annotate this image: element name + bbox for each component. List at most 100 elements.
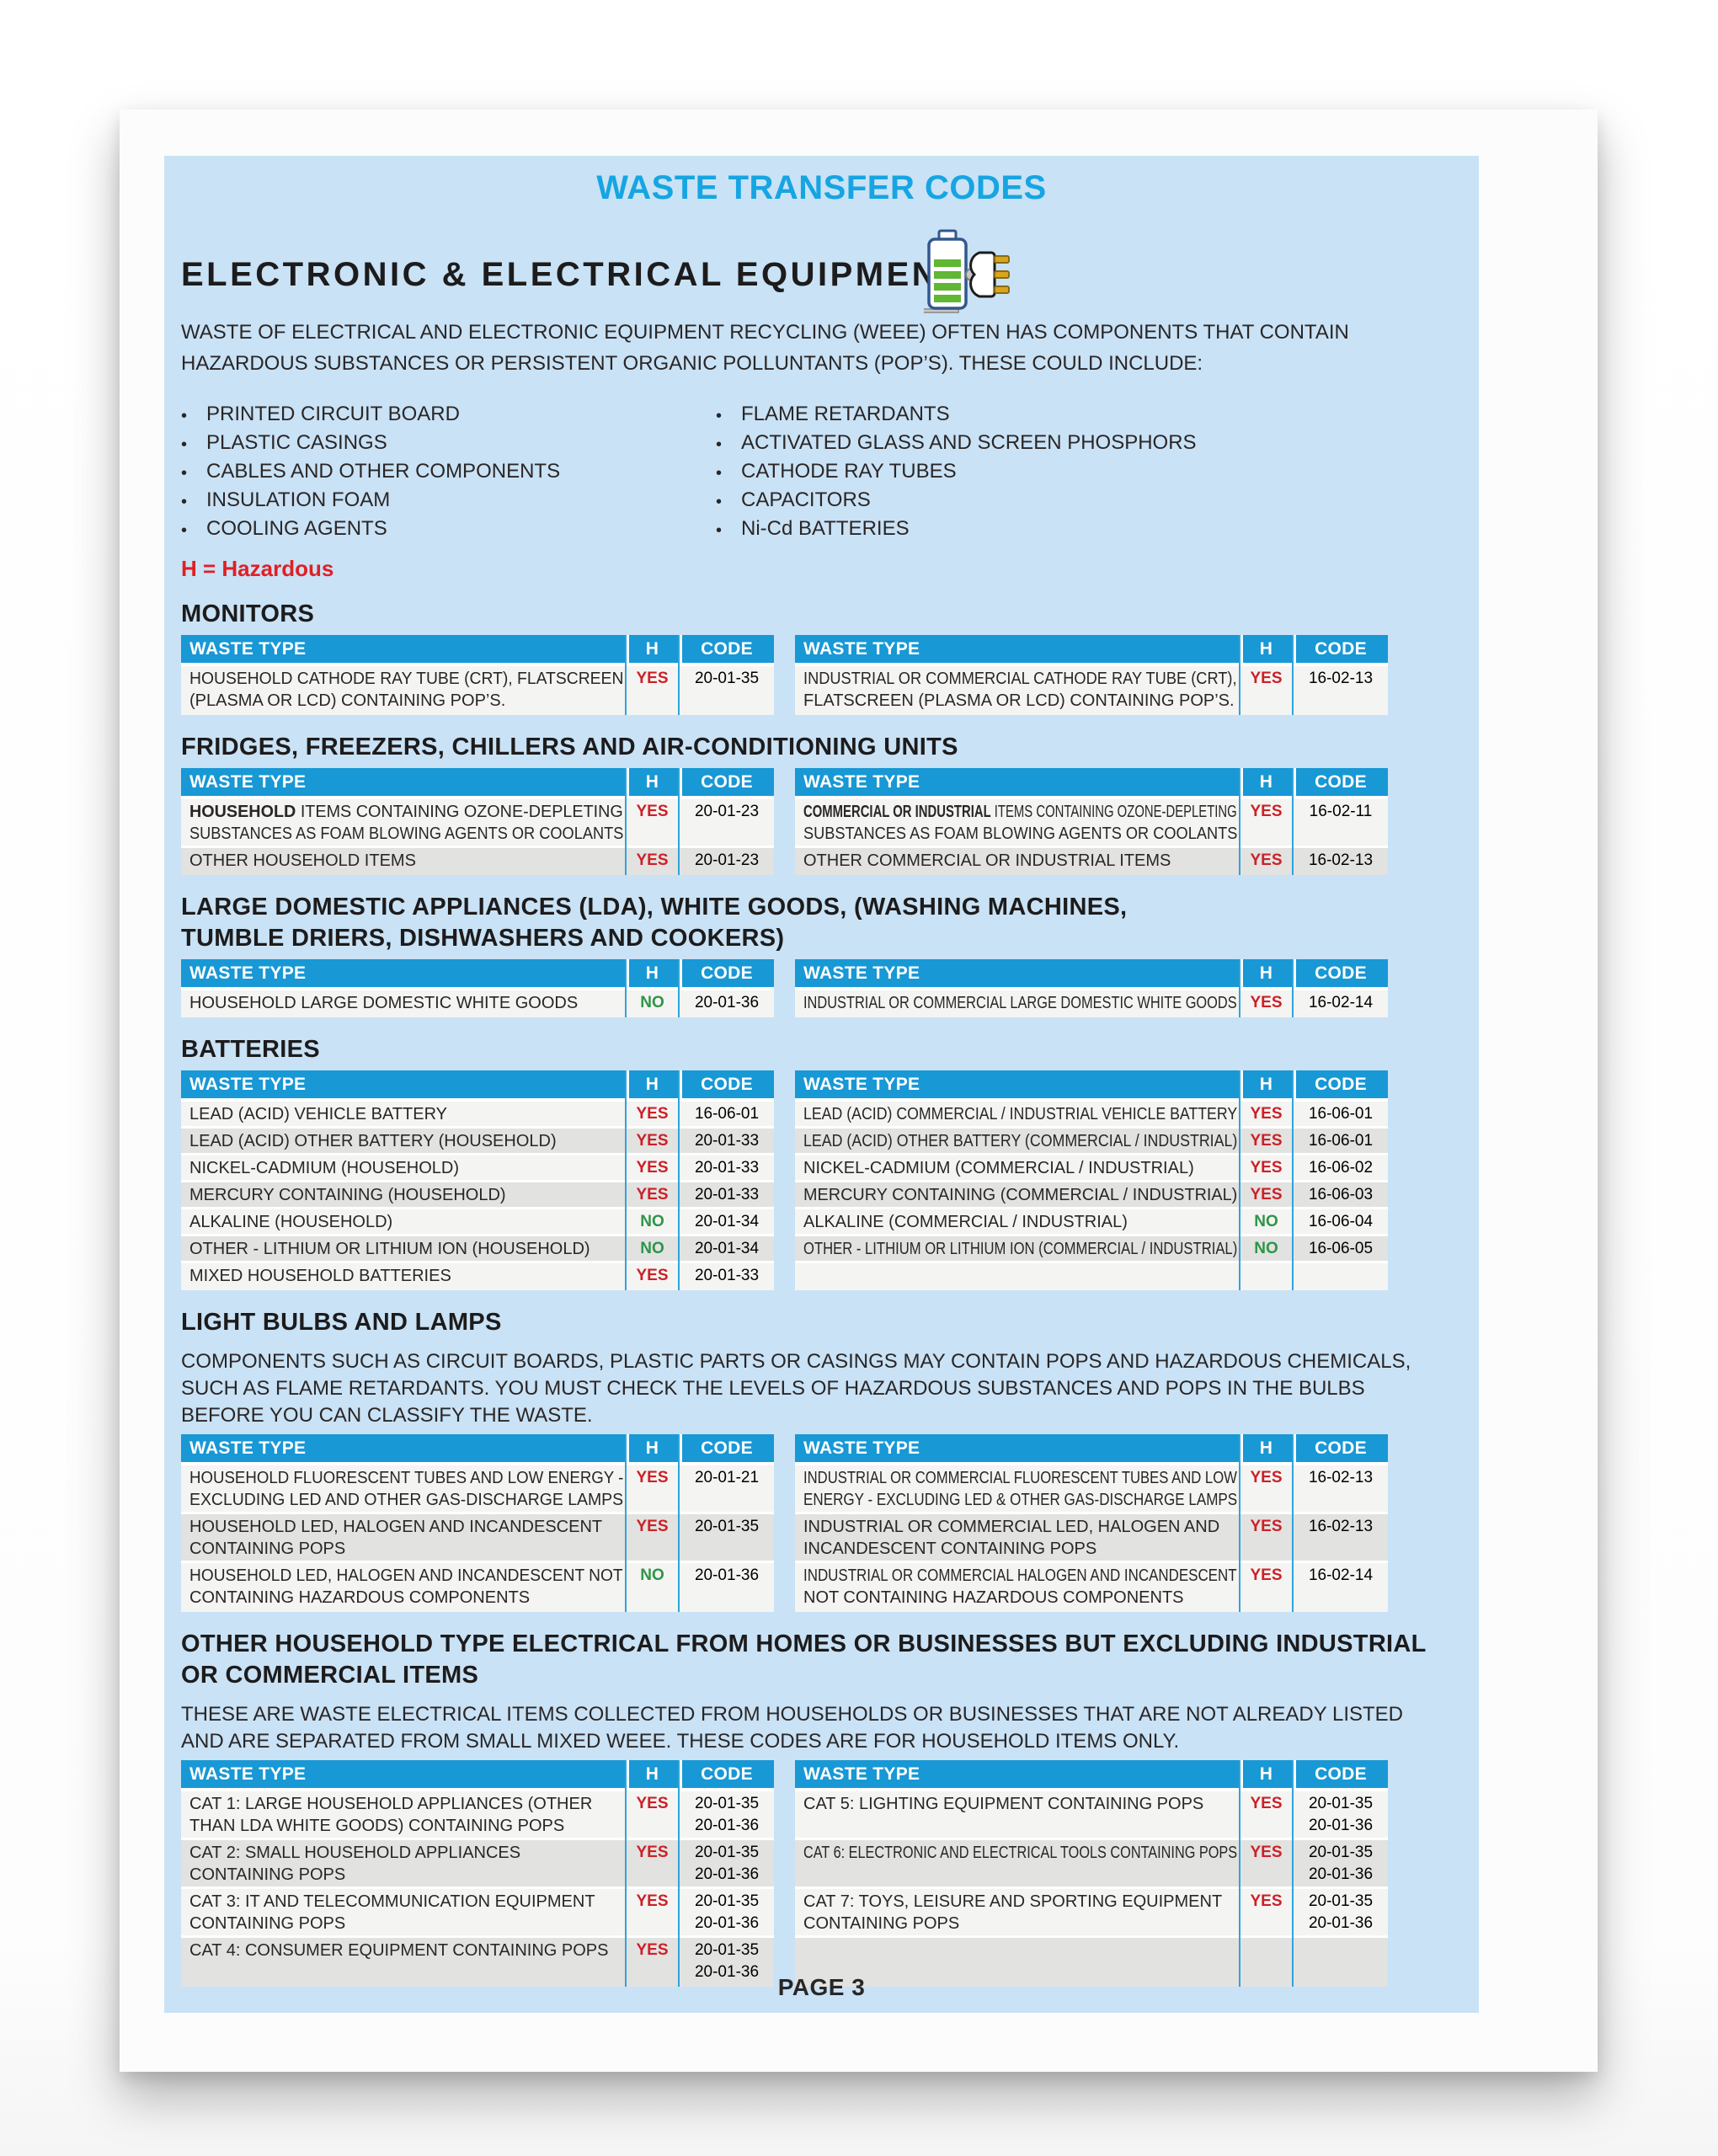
code-column: CODE 20-01-35 20-01-36 20-01-35 20-01-36 20-0…: [678, 1760, 774, 1987]
code-cell: 20-01-35 20-01-36: [1294, 1791, 1388, 1840]
list-item: • COOLING AGENTS: [181, 515, 716, 544]
header-gap: [680, 987, 774, 990]
list-item: • PRINTED CIRCUIT BOARD: [181, 401, 716, 430]
hazard-cell: YES: [627, 666, 678, 715]
waste-type-column: WASTE TYPE CAT 1: LARGE HOUSEHOLD APPLIAN…: [181, 1760, 625, 1987]
column-header-code: CODE: [1294, 1070, 1388, 1098]
code-value: 20-01-36: [694, 994, 760, 1011]
hazard-value: YES: [636, 1159, 669, 1177]
code-value: 20-01-33: [694, 1267, 760, 1284]
header-gap: [627, 1462, 678, 1465]
hazard-column: H YES YES YES: [1239, 1434, 1292, 1612]
code-value: 16-02-14: [1308, 994, 1374, 1011]
waste-type-cell: CAT 6: ELECTRONIC AND ELECTRICAL TOOLS C…: [795, 1840, 1239, 1889]
header-gap: [1294, 1788, 1388, 1791]
column-header-code: CODE: [680, 1070, 774, 1098]
waste-type-line: SUBSTANCES AS FOAM BLOWING AGENTS OR COO…: [189, 825, 624, 843]
heading-line: BATTERIES: [181, 1036, 320, 1063]
column-header-waste-type: WASTE TYPE: [181, 959, 625, 987]
component-bullets: • PRINTED CIRCUIT BOARD • PLASTIC CASINGS • C…: [181, 401, 1479, 544]
header-gap: [1240, 1788, 1292, 1791]
waste-type-line: CAT 2: SMALL HOUSEHOLD APPLIANCES: [189, 1844, 521, 1862]
waste-type-cell: OTHER - LITHIUM OR LITHIUM ION (COMMERCI…: [795, 1236, 1239, 1263]
hazard-value: NO: [640, 1213, 664, 1230]
code-value: 16-06-05: [1308, 1240, 1374, 1257]
bullet-label: CAPACITORS: [741, 488, 871, 511]
waste-type-cell: LEAD (ACID) VEHICLE BATTERY: [181, 1102, 625, 1129]
header-gap: [181, 1788, 625, 1791]
header-gap: [1294, 987, 1388, 990]
code-cell: 20-01-35 20-01-36: [680, 1791, 774, 1840]
list-item: • INSULATION FOAM: [181, 487, 716, 515]
hazard-value: YES: [636, 1941, 669, 1959]
section-heading-other-household: OTHER HOUSEHOLD TYPE ELECTRICAL FROM HOM…: [181, 1629, 1479, 1691]
hazard-value: YES: [1250, 1844, 1283, 1861]
hazard-cell: YES: [1240, 799, 1292, 848]
waste-type-column: WASTE TYPE LEAD (ACID) COMMERCIAL / INDUS…: [795, 1070, 1239, 1290]
waste-type-cell: CAT 5: LIGHTING EQUIPMENT CONTAINING POP…: [795, 1791, 1239, 1840]
code-value: 16-02-13: [1308, 851, 1374, 869]
list-item: • CABLES AND OTHER COMPONENTS: [181, 458, 716, 487]
waste-type-line: HOUSEHOLD LED, HALOGEN AND INCANDESCENT: [189, 1518, 603, 1536]
code-column: CODE 16-02-13 16-02-13 16-02-14: [1292, 1434, 1388, 1612]
code-cell: 20-01-35: [680, 666, 774, 715]
code-cell: 16-06-01: [1294, 1129, 1388, 1155]
code-value: 20-01-34: [694, 1240, 760, 1257]
hazard-value: NO: [640, 1240, 664, 1257]
waste-type-line: LEAD (ACID) OTHER BATTERY (COMMERCIAL / …: [803, 1132, 1238, 1150]
header-gap: [1294, 796, 1388, 799]
hazard-cell: YES: [1240, 1563, 1292, 1612]
waste-type-column: WASTE TYPE INDUSTRIAL OR COMMERCIAL CATHO…: [795, 635, 1239, 715]
waste-type-cell: HOUSEHOLD LARGE DOMESTIC WHITE GOODS: [181, 990, 625, 1017]
code-value: 16-02-13: [1308, 1518, 1374, 1535]
hazard-column: H YES YES YES: [1239, 1760, 1292, 1987]
code-value: 16-02-14: [1308, 1566, 1374, 1584]
column-header-code: CODE: [680, 1434, 774, 1462]
code-cell: 16-06-04: [1294, 1209, 1388, 1236]
section-heading-monitors: MONITORS: [181, 599, 1479, 630]
waste-type-line: CONTAINING HAZARDOUS COMPONENTS: [189, 1588, 531, 1607]
header-gap: [181, 987, 625, 990]
waste-type-line: OTHER - LITHIUM OR LITHIUM ION (COMMERCI…: [803, 1240, 1238, 1258]
household-table: WASTE TYPE HOUSEHOLD FLUORESCENT TUBES AN…: [181, 1434, 774, 1612]
hazard-cell: YES: [627, 1155, 678, 1182]
intro-paragraph: WASTE OF ELECTRICAL AND ELECTRONIC EQUIP…: [181, 317, 1479, 379]
code-value: 16-06-03: [1308, 1186, 1374, 1203]
code-value: 20-01-36: [1308, 1865, 1374, 1883]
waste-type-column: WASTE TYPE HOUSEHOLD CATHODE RAY TUBE (CR…: [181, 635, 625, 715]
code-cell: 20-01-34: [680, 1209, 774, 1236]
waste-type-cell: LEAD (ACID) OTHER BATTERY (HOUSEHOLD): [181, 1129, 625, 1155]
code-cell: 20-01-35 20-01-36: [1294, 1889, 1388, 1938]
waste-type-line: FLATSCREEN (PLASMA OR LCD) CONTAINING PO…: [803, 691, 1235, 710]
waste-type-cell: HOUSEHOLD ITEMS CONTAINING OZONE-DEPLETI…: [181, 799, 625, 848]
hazard-cell: YES: [627, 1182, 678, 1209]
intro-line: AND ARE SEPARATED FROM SMALL MIXED WEEE.…: [181, 1730, 1180, 1753]
hazard-value: YES: [636, 1892, 669, 1910]
code-value: 20-01-36: [1308, 1817, 1374, 1834]
waste-type-cell: INDUSTRIAL OR COMMERCIAL LED, HALOGEN AN…: [795, 1514, 1239, 1563]
hazard-value: NO: [640, 994, 664, 1011]
hazard-cell: YES: [1240, 990, 1292, 1017]
hazard-value: YES: [636, 1795, 669, 1812]
hazard-cell: YES: [627, 1129, 678, 1155]
bullet-icon: •: [716, 407, 723, 425]
code-value: 20-01-35: [694, 670, 760, 687]
hazard-cell: YES: [1240, 1129, 1292, 1155]
hazard-value: NO: [1254, 1240, 1278, 1257]
header-gap: [795, 663, 1239, 666]
code-cell: 16-06-02: [1294, 1155, 1388, 1182]
waste-type-cell: ALKALINE (COMMERCIAL / INDUSTRIAL): [795, 1209, 1239, 1236]
waste-type-line: HOUSEHOLD FLUORESCENT TUBES AND LOW ENER…: [189, 1469, 624, 1487]
waste-type-cell: OTHER - LITHIUM OR LITHIUM ION (HOUSEHOL…: [181, 1236, 625, 1263]
column-header-waste-type: WASTE TYPE: [181, 1434, 625, 1462]
hazard-value: YES: [1250, 1566, 1283, 1584]
header-gap: [1294, 663, 1388, 666]
hazard-cell: YES: [627, 1102, 678, 1129]
hazard-column: H YES: [625, 635, 678, 715]
waste-type-cell: MERCURY CONTAINING (COMMERCIAL / INDUSTR…: [795, 1182, 1239, 1209]
code-cell: 20-01-33: [680, 1263, 774, 1290]
section-heading-fridges: FRIDGES, FREEZERS, CHILLERS AND AIR-COND…: [181, 732, 1479, 763]
intro-line: COMPONENTS SUCH AS CIRCUIT BOARDS, PLAST…: [181, 1350, 1411, 1373]
hazard-value: YES: [636, 1267, 669, 1284]
waste-type-line: ALKALINE (COMMERCIAL / INDUSTRIAL): [803, 1213, 1128, 1231]
